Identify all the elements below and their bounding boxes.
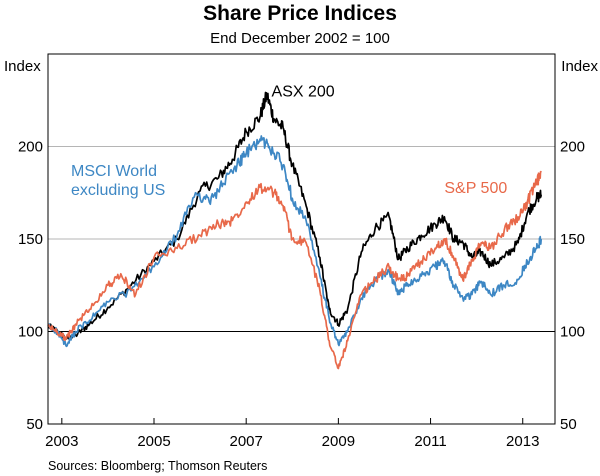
chart-title: Share Price Indices [203, 2, 397, 25]
chart-subtitle: End December 2002 = 100 [210, 30, 390, 47]
series-lines [47, 91, 543, 370]
series-line-asx-200 [47, 91, 543, 341]
y-tick-left-50: 50 [26, 416, 43, 433]
x-tick-2009: 2009 [322, 433, 355, 450]
x-tick-2007: 2007 [230, 433, 263, 450]
y-tick-right-150: 150 [560, 231, 585, 248]
y-tick-right-50: 50 [560, 416, 577, 433]
series-label-2-0: S&P 500 [444, 180, 507, 197]
y-tick-left-100: 100 [18, 324, 43, 341]
y-axis-label-left: Index [4, 58, 41, 75]
y-axis-label-right: Index [561, 58, 598, 75]
source-note: Sources: Bloomberg; Thomson Reuters [48, 459, 267, 473]
y-tick-right-200: 200 [560, 139, 585, 156]
y-ticks: 50 50 100 100 150 150 200 200 [18, 139, 585, 434]
x-tick-2013: 2013 [506, 433, 539, 450]
y-tick-left-200: 200 [18, 139, 43, 156]
series-labels: ASX 200 MSCI World excluding US S&P 500 [71, 84, 507, 200]
x-ticks: 2003 2005 2007 2009 2011 2013 [45, 418, 539, 450]
x-tick-2005: 2005 [137, 433, 170, 450]
series-label-0-0: ASX 200 [272, 84, 335, 101]
series-line-msci-world-excluding-us [47, 135, 543, 348]
y-tick-left-150: 150 [18, 231, 43, 248]
series-label-1-0: MSCI World [71, 163, 157, 180]
x-tick-2011: 2011 [414, 433, 446, 450]
plot-frame [47, 53, 556, 425]
y-tick-right-100: 100 [560, 324, 585, 341]
x-tick-2003: 2003 [45, 433, 78, 450]
series-label-1-1: excluding US [71, 182, 165, 199]
series-line-s-p-500 [47, 170, 542, 370]
